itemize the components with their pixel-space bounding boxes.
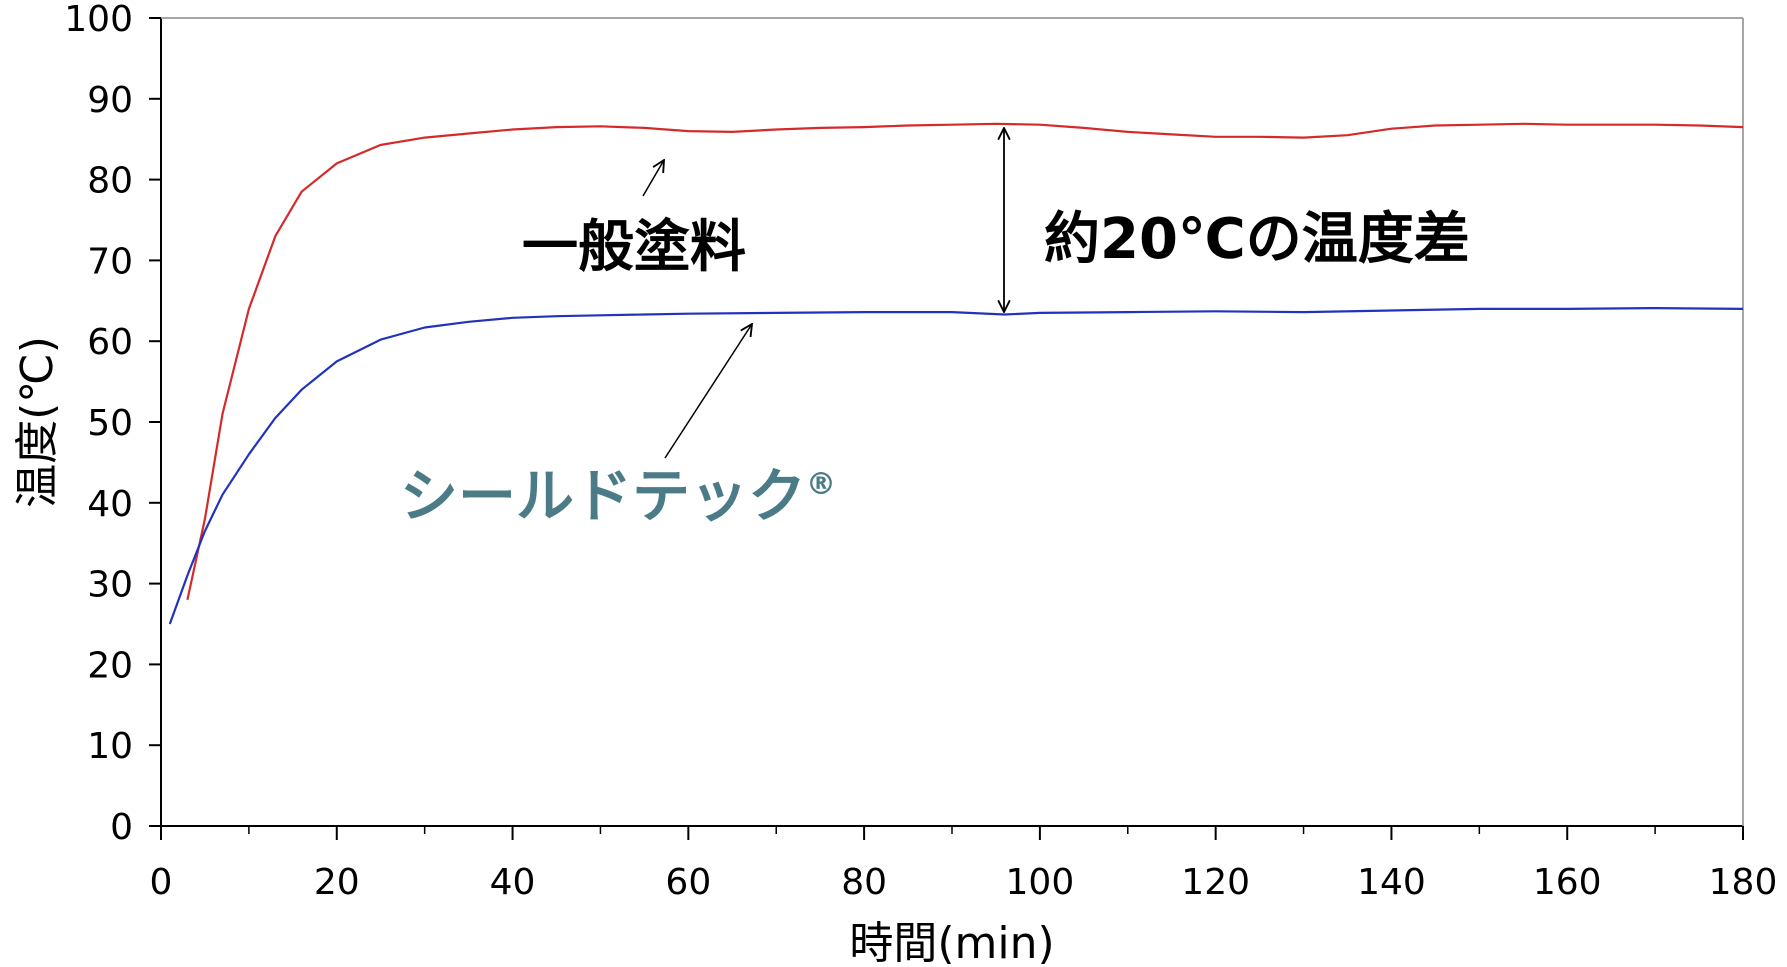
y-tick-label: 40 [87,484,133,525]
x-axis-title: 時間(min) [849,918,1054,967]
y-tick-label: 20 [87,645,133,686]
registered-mark: ® [806,467,836,502]
x-tick-label: 120 [1181,862,1250,903]
x-tick-label: 100 [1006,862,1075,903]
x-tick-label: 0 [150,862,173,903]
x-tick-label: 40 [490,862,536,903]
brand-label: シールドテック® [400,462,836,530]
series-line-shieldtec [168,307,1744,625]
x-tick-label: 20 [314,862,360,903]
y-tick-label: 0 [110,807,133,848]
y-tick-label: 100 [64,0,133,40]
x-tick-label: 60 [665,862,711,903]
x-tick-label: 140 [1357,862,1426,903]
y-tick-label: 80 [87,161,133,202]
brand-name: シールドテック [400,462,806,530]
paint-label-arrow [642,160,664,197]
y-tick-label: 70 [87,241,133,282]
y-tick-label: 30 [87,565,133,606]
series-line-general-paint [186,122,1744,601]
brand-label-arrow [664,324,752,459]
temperature-difference-label: 約20℃の温度差 [1044,207,1470,272]
y-tick-label: 60 [87,322,133,363]
y-tick-label: 10 [87,726,133,767]
paint-label: 一般塗料 [522,215,746,280]
x-tick-label: 160 [1533,862,1602,903]
y-tick-label: 50 [87,403,133,444]
x-tick-label: 80 [841,862,887,903]
axis-ticks: 0 10 20 30 40 50 60 70 80 90 100 0 20 40 60 80 100 120 140… [64,0,1777,903]
series-layer [168,122,1744,625]
y-axis-title: 温度(℃) [12,336,63,508]
y-tick-label: 90 [87,80,133,121]
x-tick-label: 180 [1709,862,1778,903]
